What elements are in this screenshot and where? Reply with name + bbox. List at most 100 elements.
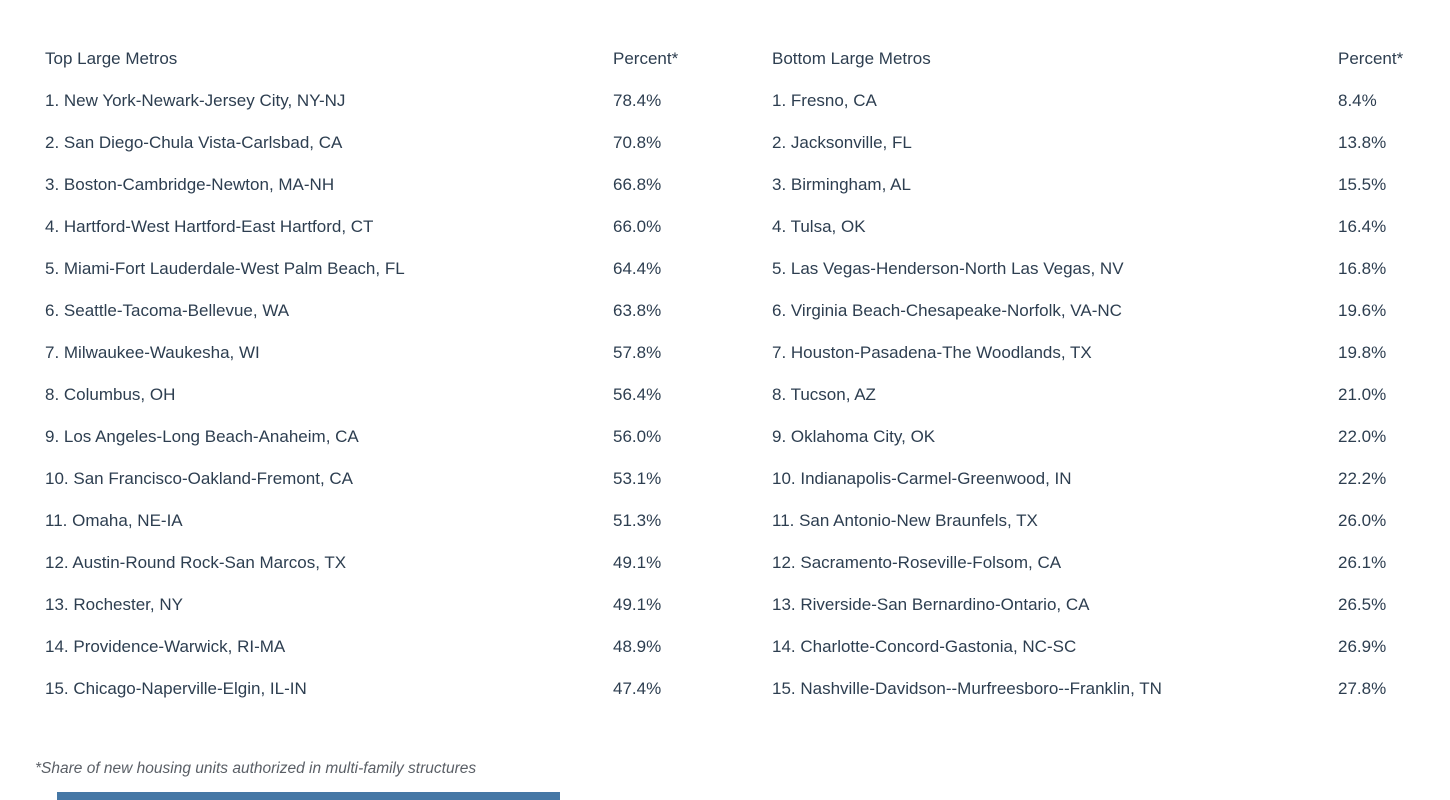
table-row: 10. Indianapolis-Carmel-Greenwood, IN 22.… [772,458,1432,500]
metro-name: 3. Birmingham, AL [772,175,911,194]
metro-name: 14. Providence-Warwick, RI-MA [45,637,286,656]
metro-percent: 19.6% [1338,301,1387,320]
bottom-metros-rows: 1. Fresno, CA 8.4% 2. Jacksonville, FL 13.8… [772,80,1432,710]
metro-percent: 64.4% [613,259,662,278]
table-row: 3. Birmingham, AL 15.5% [772,164,1432,206]
metro-percent: 16.8% [1338,259,1387,278]
metro-name: 4. Hartford-West Hartford-East Hartford,… [45,217,374,236]
metro-name: 1. Fresno, CA [772,91,877,110]
metro-name: 15. Nashville-Davidson--Murfreesboro--Fr… [772,679,1162,698]
metro-percent: 26.5% [1338,595,1387,614]
top-metros-header-row: Top Large Metros Percent* [45,38,705,80]
metro-percent: 21.0% [1338,385,1387,404]
metro-percent: 57.8% [613,343,662,362]
table-row: 13. Rochester, NY 49.1% [45,584,705,626]
table-row: 14. Providence-Warwick, RI-MA 48.9% [45,626,705,668]
metro-name: 12. Sacramento-Roseville-Folsom, CA [772,553,1062,572]
metro-name: 11. Omaha, NE-IA [45,511,183,530]
metro-name: 4. Tulsa, OK [772,217,866,236]
metro-name: 11. San Antonio-New Braunfels, TX [772,511,1038,530]
table-row: 5. Miami-Fort Lauderdale-West Palm Beach… [45,248,705,290]
metro-percent: 70.8% [613,133,662,152]
metro-name: 5. Las Vegas-Henderson-North Las Vegas, … [772,259,1124,278]
metro-name: 2. San Diego-Chula Vista-Carlsbad, CA [45,133,343,152]
metro-percent: 19.8% [1338,343,1387,362]
table-row: 7. Houston-Pasadena-The Woodlands, TX 19.… [772,332,1432,374]
table-row: 15. Chicago-Naperville-Elgin, IL-IN 47.4% [45,668,705,710]
metro-percent: 26.1% [1338,553,1387,572]
table-row: 6. Seattle-Tacoma-Bellevue, WA 63.8% [45,290,705,332]
metro-name: 6. Virginia Beach-Chesapeake-Norfolk, VA… [772,301,1122,320]
metro-percent: 8.4% [1338,91,1377,110]
metro-percent: 78.4% [613,91,662,110]
metro-percent: 56.0% [613,427,662,446]
top-metros-percent-header: Percent* [613,49,679,68]
metro-name: 13. Rochester, NY [45,595,183,614]
metro-name: 7. Houston-Pasadena-The Woodlands, TX [772,343,1092,362]
table-row: 2. Jacksonville, FL 13.8% [772,122,1432,164]
table-row: 10. San Francisco-Oakland-Fremont, CA 53.… [45,458,705,500]
table-row: 4. Tulsa, OK 16.4% [772,206,1432,248]
table-row: 12. Sacramento-Roseville-Folsom, CA 26.1% [772,542,1432,584]
table-row: 4. Hartford-West Hartford-East Hartford,… [45,206,705,248]
metro-name: 10. Indianapolis-Carmel-Greenwood, IN [772,469,1072,488]
metro-percent: 49.1% [613,595,662,614]
table-row: 12. Austin-Round Rock-San Marcos, TX 49.1… [45,542,705,584]
metro-percent: 56.4% [613,385,662,404]
table-row: 9. Oklahoma City, OK 22.0% [772,416,1432,458]
metro-percent: 47.4% [613,679,662,698]
top-metros-rows: 1. New York-Newark-Jersey City, NY-NJ 78.… [45,80,705,710]
table-row: 6. Virginia Beach-Chesapeake-Norfolk, VA… [772,290,1432,332]
metro-name: 9. Los Angeles-Long Beach-Anaheim, CA [45,427,359,446]
metro-name: 10. San Francisco-Oakland-Fremont, CA [45,469,354,488]
metro-percent: 66.8% [613,175,662,194]
bottom-metros-table: Bottom Large Metros Percent* 1. Fresno, … [772,38,1432,710]
metro-percent: 27.8% [1338,679,1387,698]
metro-name: 9. Oklahoma City, OK [772,427,936,446]
metro-percent: 51.3% [613,511,662,530]
metro-percent: 63.8% [613,301,662,320]
table-row: 9. Los Angeles-Long Beach-Anaheim, CA 56.… [45,416,705,458]
bottom-metros-header-row: Bottom Large Metros Percent* [772,38,1432,80]
metro-name: 13. Riverside-San Bernardino-Ontario, CA [772,595,1090,614]
table-row: 3. Boston-Cambridge-Newton, MA-NH 66.8% [45,164,705,206]
metro-percent: 13.8% [1338,133,1387,152]
metro-percent: 66.0% [613,217,662,236]
metro-percent: 26.9% [1338,637,1387,656]
metro-name: 15. Chicago-Naperville-Elgin, IL-IN [45,679,307,698]
table-row: 8. Columbus, OH 56.4% [45,374,705,416]
metro-name: 8. Columbus, OH [45,385,176,404]
accent-bar [57,792,560,800]
table-row: 8. Tucson, AZ 21.0% [772,374,1432,416]
metro-name: 2. Jacksonville, FL [772,133,912,152]
metro-name: 7. Milwaukee-Waukesha, WI [45,343,260,362]
metro-percent: 16.4% [1338,217,1387,236]
table-row: 1. New York-Newark-Jersey City, NY-NJ 78.… [45,80,705,122]
top-metros-table: Top Large Metros Percent* 1. New York-Ne… [45,38,705,710]
metro-name: 1. New York-Newark-Jersey City, NY-NJ [45,91,346,110]
footnote: *Share of new housing units authorized i… [35,760,477,777]
table-row: 11. San Antonio-New Braunfels, TX 26.0% [772,500,1432,542]
table-row: 5. Las Vegas-Henderson-North Las Vegas, … [772,248,1432,290]
table-row: 13. Riverside-San Bernardino-Ontario, CA… [772,584,1432,626]
table-row: 11. Omaha, NE-IA 51.3% [45,500,705,542]
table-row: 7. Milwaukee-Waukesha, WI 57.8% [45,332,705,374]
metro-name: 12. Austin-Round Rock-San Marcos, TX [45,553,347,572]
metro-name: 5. Miami-Fort Lauderdale-West Palm Beach… [45,259,405,278]
metro-percent: 26.0% [1338,511,1387,530]
metro-name: 6. Seattle-Tacoma-Bellevue, WA [45,301,290,320]
bottom-metros-percent-header: Percent* [1338,49,1404,68]
table-row: 14. Charlotte-Concord-Gastonia, NC-SC 26.… [772,626,1432,668]
metro-name: 8. Tucson, AZ [772,385,876,404]
table-row: 15. Nashville-Davidson--Murfreesboro--Fr… [772,668,1432,710]
metro-name: 14. Charlotte-Concord-Gastonia, NC-SC [772,637,1077,656]
top-metros-title: Top Large Metros [45,49,178,68]
table-row: 2. San Diego-Chula Vista-Carlsbad, CA 70.… [45,122,705,164]
metro-percent: 49.1% [613,553,662,572]
metro-percent: 48.9% [613,637,662,656]
bottom-metros-title: Bottom Large Metros [772,49,931,68]
metro-percent: 15.5% [1338,175,1387,194]
metro-percent: 22.2% [1338,469,1387,488]
metro-name: 3. Boston-Cambridge-Newton, MA-NH [45,175,335,194]
metro-percent: 22.0% [1338,427,1387,446]
